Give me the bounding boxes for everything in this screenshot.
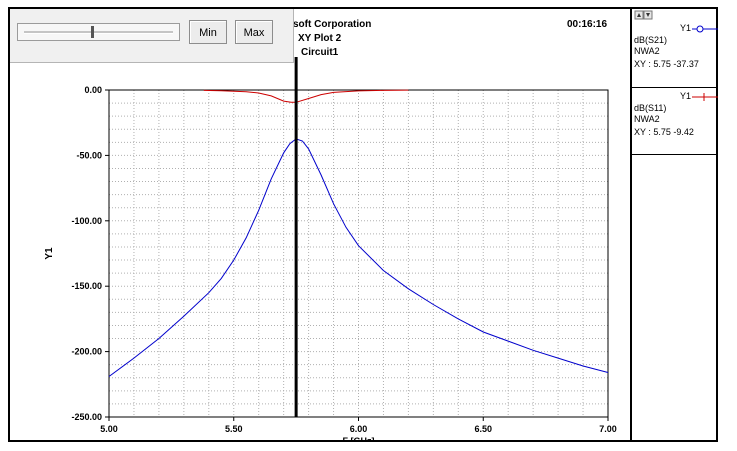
chevron-down-icon: [646, 13, 650, 17]
zoom-slider[interactable]: [17, 23, 180, 41]
y-tick-label: -250.00: [71, 412, 102, 422]
s11-trace-line: [203, 89, 409, 103]
y-tick-label: -100.00: [71, 216, 102, 226]
x-tick-label: 6.00: [350, 424, 368, 434]
legend-divider: [632, 87, 716, 88]
y-tick-label: 0.00: [84, 85, 102, 95]
max-button[interactable]: Max: [235, 20, 273, 44]
panel-divider: [630, 9, 632, 440]
grid: [108, 89, 609, 418]
legend-readout: XY : 5.75 -37.37: [634, 59, 699, 69]
zoom-slider-panel: Min Max: [10, 9, 294, 63]
x-axis-label: F [GHz]: [343, 436, 375, 440]
legend-item-s11[interactable]: Y1 dB(S11) NWA2 XY : 5.75 -9.42: [634, 91, 718, 138]
legend-axis-label: Y1: [680, 23, 692, 33]
min-button[interactable]: Min: [189, 20, 227, 44]
legend-trace-name: dB(S21): [634, 35, 668, 45]
x-tick-label: 5.50: [225, 424, 243, 434]
legend-panel: Y1 dB(S21) NWA2 XY : 5.75 -37.37 Y1 dB(S…: [632, 9, 718, 440]
series: [108, 89, 609, 377]
legend-scroll-buttons: [634, 10, 653, 20]
y-axis-label: Y1: [44, 247, 55, 260]
timestamp: 00:16:16: [567, 19, 608, 30]
x-tick-label: 5.00: [100, 424, 118, 434]
legend-source: NWA2: [634, 114, 660, 124]
s21-trace-line: [108, 138, 609, 377]
x-tick-label: 6.50: [474, 424, 492, 434]
circle-marker-icon: [692, 25, 718, 33]
plot-title: XY Plot 2: [298, 33, 342, 44]
plot-area: 0.00 -50.00 -100.00 -150.00 -200.00 -250.00 5.…: [10, 9, 630, 446]
legend-divider: [632, 154, 716, 155]
slider-track: [24, 31, 173, 34]
legend-source: NWA2: [634, 46, 660, 56]
y-tick-label: -150.00: [71, 281, 102, 291]
xy-plot-chart: 0.00 -50.00 -100.00 -150.00 -200.00 -250.00 5.…: [44, 57, 617, 446]
circuit-name: Circuit1: [301, 47, 339, 58]
chevron-up-icon: [637, 13, 641, 17]
y-tick-label: -200.00: [71, 347, 102, 357]
legend-axis-label: Y1: [680, 91, 692, 101]
plot-window: 0.00 -50.00 -100.00 -150.00 -200.00 -250.00 5.…: [8, 7, 718, 446]
slider-thumb[interactable]: [91, 26, 94, 38]
legend-item-s21[interactable]: Y1 dB(S21) NWA2 XY : 5.75 -37.37: [634, 23, 718, 70]
plot-border: [108, 89, 609, 418]
company-name: soft Corporation: [293, 19, 372, 30]
x-tick-label: 7.00: [599, 424, 617, 434]
y-tick-label: -50.00: [76, 150, 102, 160]
legend-trace-name: dB(S11): [634, 103, 667, 113]
plus-marker-icon: [692, 93, 718, 101]
legend-readout: XY : 5.75 -9.42: [634, 127, 694, 137]
axes: 0.00 -50.00 -100.00 -150.00 -200.00 -250.00 5.…: [44, 85, 617, 446]
